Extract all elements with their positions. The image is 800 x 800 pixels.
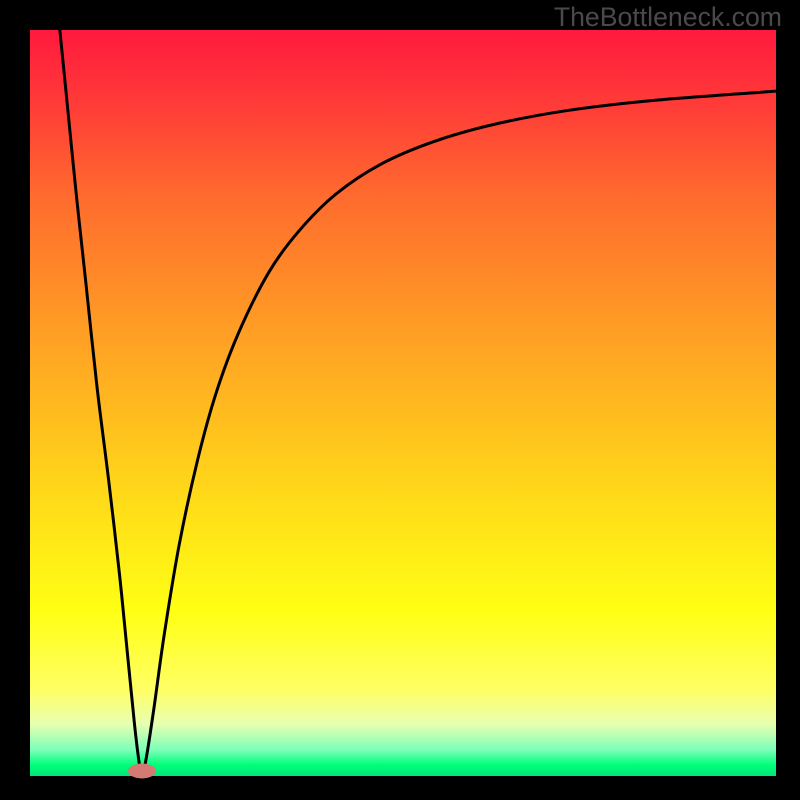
vertex-marker [128, 763, 156, 778]
watermark-text: TheBottleneck.com [554, 2, 782, 33]
curve-layer [30, 30, 776, 776]
bottleneck-curve [60, 30, 776, 776]
chart-figure: TheBottleneck.com [0, 0, 800, 800]
plot-area [30, 30, 776, 776]
